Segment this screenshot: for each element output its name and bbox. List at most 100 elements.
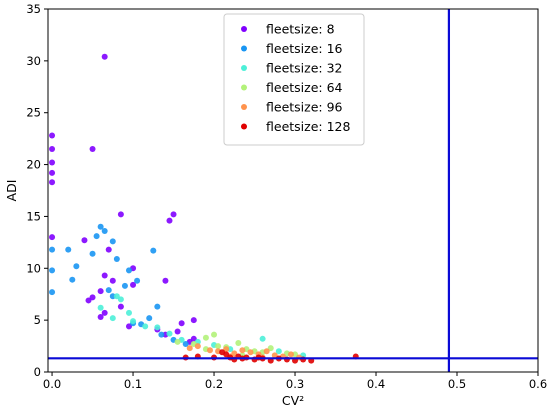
legend-marker <box>241 123 247 130</box>
data-point <box>190 335 197 342</box>
data-point <box>125 267 132 274</box>
data-point <box>49 146 56 153</box>
legend-label: fleetsize: 128 <box>266 119 350 134</box>
data-point <box>166 217 173 224</box>
plot-area <box>48 9 538 372</box>
data-point <box>154 303 161 310</box>
x-tick-label: 0.4 <box>367 377 385 391</box>
data-point <box>146 315 153 322</box>
plot-frame <box>47 8 539 373</box>
series-1 <box>49 223 189 347</box>
data-point <box>170 211 177 218</box>
data-point <box>97 304 104 311</box>
data-point <box>89 146 96 153</box>
data-point <box>239 347 246 354</box>
legend-label: fleetsize: 8 <box>266 22 335 37</box>
x-axis-ticks: 0.0 0.1 0.2 0.3 0.4 0.5 0.6 <box>43 372 547 391</box>
data-point <box>190 317 197 324</box>
data-point <box>223 346 230 353</box>
y-tick-label: 35 <box>26 2 41 16</box>
data-point <box>275 348 282 355</box>
y-tick-label: 10 <box>26 261 41 275</box>
data-point <box>211 331 218 338</box>
legend-marker <box>241 104 247 110</box>
legend-label: fleetsize: 16 <box>266 41 343 56</box>
data-point <box>65 246 72 253</box>
data-point <box>182 341 189 347</box>
data-point <box>117 211 124 218</box>
data-point <box>231 350 238 357</box>
data-point <box>49 179 56 186</box>
data-point <box>263 348 270 355</box>
data-point <box>49 246 56 253</box>
data-point <box>117 303 124 310</box>
legend: fleetsize: 8 fleetsize: 16 fleetsize: 32 fl… <box>223 13 365 146</box>
legend-item: fleetsize: 8 <box>241 22 335 37</box>
data-point <box>130 318 137 325</box>
data-point <box>49 132 56 139</box>
legend-label: fleetsize: 96 <box>266 100 343 115</box>
data-point <box>235 339 242 346</box>
legend-item: fleetsize: 32 <box>241 61 342 76</box>
y-axis-label: ADI <box>4 180 19 202</box>
data-point <box>97 288 104 295</box>
data-point <box>150 247 157 254</box>
data-point <box>206 347 213 354</box>
data-point <box>73 263 80 270</box>
y-tick-label: 0 <box>34 365 41 379</box>
data-point <box>267 345 274 352</box>
data-point <box>142 323 149 330</box>
data-point <box>49 289 56 296</box>
legend-label: fleetsize: 32 <box>266 61 342 76</box>
y-axis-ticks: 0 5 10 15 20 25 30 35 <box>26 2 48 379</box>
data-point <box>113 255 120 262</box>
data-point <box>113 293 120 300</box>
data-point <box>101 272 108 279</box>
data-point <box>202 334 209 341</box>
data-point <box>109 277 116 284</box>
y-tick-label: 5 <box>34 313 41 327</box>
data-point <box>101 53 108 60</box>
data-point <box>89 250 96 257</box>
data-point <box>101 227 108 234</box>
data-point <box>49 159 56 166</box>
y-tick-label: 20 <box>26 158 41 172</box>
data-point <box>162 277 169 284</box>
legend-item: fleetsize: 96 <box>241 100 343 115</box>
data-point <box>247 349 254 356</box>
x-tick-label: 0.5 <box>448 377 466 391</box>
y-tick-label: 25 <box>26 106 41 120</box>
legend-marker <box>241 65 247 71</box>
data-point <box>130 281 137 288</box>
data-point <box>121 282 128 289</box>
data-point <box>215 343 222 350</box>
data-point <box>49 267 56 274</box>
data-point <box>158 331 165 338</box>
legend-marker <box>241 26 247 32</box>
data-point <box>271 352 278 359</box>
data-point <box>89 294 96 301</box>
reference-lines <box>48 9 538 372</box>
y-tick-label: 15 <box>26 209 41 223</box>
data-point <box>85 297 92 304</box>
data-point <box>125 323 132 330</box>
data-point <box>93 233 100 240</box>
data-point <box>134 277 141 284</box>
legend-items: fleetsize: 8 fleetsize: 16 fleetsize: 32 fl… <box>241 22 350 134</box>
legend-item: fleetsize: 128 <box>241 119 350 134</box>
legend-item: fleetsize: 64 <box>241 80 343 95</box>
data-point <box>117 296 124 303</box>
legend-marker <box>241 45 247 52</box>
data-point <box>125 309 132 316</box>
data-point <box>194 343 201 350</box>
data-point <box>287 351 294 358</box>
data-point <box>69 276 76 283</box>
legend-label: fleetsize: 64 <box>266 80 343 95</box>
data-point <box>174 338 181 345</box>
series-2 <box>97 293 307 359</box>
data-point <box>109 315 116 322</box>
legend-item: fleetsize: 16 <box>241 41 343 56</box>
data-point <box>166 330 173 337</box>
data-point <box>259 335 266 342</box>
x-tick-label: 0.2 <box>205 377 223 391</box>
